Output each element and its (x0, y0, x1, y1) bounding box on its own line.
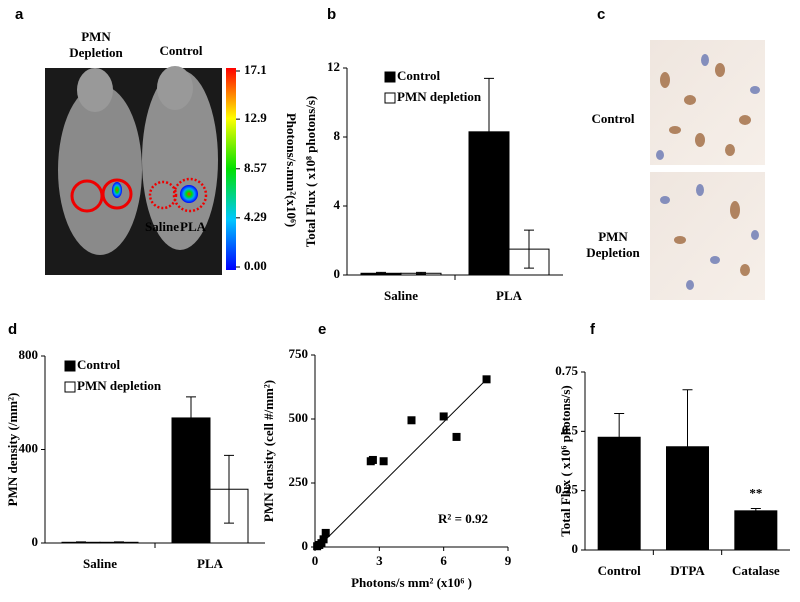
colorbar-tick-label: 4.29 (244, 209, 267, 224)
error-bar (114, 541, 124, 544)
y-tick-label: 0 (572, 541, 579, 556)
panel-label: d (8, 321, 17, 338)
x-tick-label: Saline (384, 288, 418, 303)
x-tick-label: 6 (440, 553, 447, 568)
y-tick-label: 8 (334, 128, 341, 143)
colorbar-tick-label: 0.00 (244, 258, 267, 273)
error-bar (750, 507, 761, 514)
y-tick-label: 0.25 (555, 482, 578, 497)
point (407, 416, 416, 425)
x-tick-label: 0 (312, 553, 319, 568)
group-label: PMN (81, 29, 111, 44)
x-axis-label: Photons/s mm² (x10⁶ ) (351, 575, 472, 590)
legend-label: Control (77, 357, 120, 372)
colorbar-tick-label: 12.9 (244, 110, 267, 125)
error-bar (224, 454, 234, 524)
x-tick-label: 9 (505, 553, 512, 568)
y-tick-label: 500 (289, 410, 309, 425)
y-tick-label: 0.75 (555, 363, 578, 378)
panel-label: b (327, 6, 336, 23)
y-tick-label: 0 (302, 538, 309, 553)
panel-label: f (590, 321, 596, 338)
error-bar (186, 396, 196, 440)
point (452, 432, 461, 441)
colorbar-label: Photons/s.mm²(x10⁶) (284, 113, 299, 227)
legend-label: Control (397, 68, 440, 83)
row-label: Control (591, 111, 634, 126)
y-tick-label: 800 (19, 347, 39, 362)
point (379, 457, 388, 466)
y-tick-label: 4 (334, 197, 341, 212)
point (482, 375, 491, 384)
legend-label: PMN depletion (77, 378, 162, 393)
y-axis-label: Total Flux ( x10⁶ photons/s) (558, 385, 573, 537)
site-label: PLA (180, 219, 207, 234)
x-tick-label: PLA (197, 556, 224, 571)
y-tick-label: 750 (289, 346, 309, 361)
panel-label: c (597, 6, 605, 23)
colorbar-tick-label: 17.1 (244, 62, 267, 77)
panel-label: a (15, 6, 24, 23)
point (439, 412, 448, 421)
point (319, 535, 328, 544)
error-bar (682, 389, 693, 505)
legend-swatch (384, 71, 396, 83)
row-label: PMN (598, 229, 628, 244)
site-label: Saline (145, 219, 179, 234)
panel-label: e (318, 321, 326, 338)
error-bar (376, 271, 386, 275)
annotation: R² = 0.92 (438, 511, 488, 526)
error-bar (524, 229, 534, 269)
x-tick-label: Saline (83, 556, 117, 571)
cells (660, 63, 751, 276)
point (368, 455, 377, 464)
x-tick-label: PLA (496, 288, 523, 303)
bar (171, 417, 211, 544)
y-tick-label: 0 (32, 534, 39, 549)
group-label: Control (159, 43, 202, 58)
bar (734, 510, 778, 551)
row-label: Depletion (586, 245, 640, 260)
legend-swatch (384, 92, 396, 104)
legend-swatch (64, 360, 76, 372)
nuclei (656, 54, 760, 290)
y-tick-label: 0.5 (562, 422, 579, 437)
error-bar (484, 77, 494, 186)
y-axis-label: Total Flux ( x10⁸ photons/s) (303, 96, 318, 248)
x-tick-label: DTPA (670, 563, 705, 578)
x-tick-label: Control (598, 563, 641, 578)
y-tick-label: 250 (289, 474, 309, 489)
colorbar-tick-label: 8.57 (244, 160, 267, 175)
trendline (317, 378, 487, 548)
x-tick-label: 3 (376, 553, 383, 568)
x-tick-label: Catalase (732, 563, 780, 578)
error-bar (76, 541, 86, 544)
point (321, 528, 330, 537)
colorbar (226, 68, 236, 270)
error-bar (614, 413, 625, 462)
annotation: ** (749, 485, 762, 500)
y-tick-label: 0 (334, 266, 341, 281)
y-tick-label: 12 (327, 59, 340, 74)
legend-label: PMN depletion (397, 89, 482, 104)
error-bar (416, 271, 426, 275)
histology-image (650, 172, 765, 300)
group-label: Depletion (69, 45, 123, 60)
y-axis-label: PMN density (cell #/mm²) (261, 380, 276, 522)
legend-swatch (64, 381, 76, 393)
mouse-image (45, 66, 222, 275)
y-axis-label: PMN density (/mm²) (5, 393, 20, 507)
y-tick-label: 400 (19, 440, 39, 455)
